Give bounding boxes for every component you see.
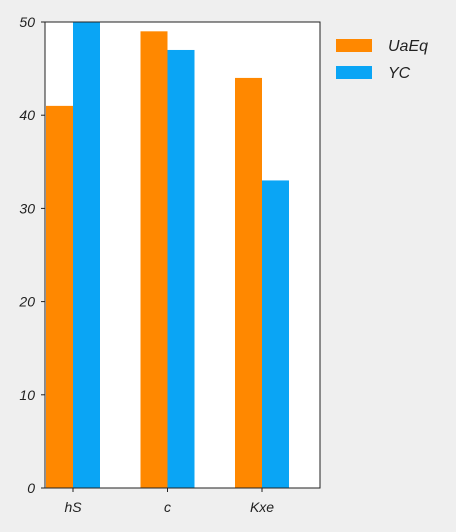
- x-tick-label: c: [164, 499, 171, 515]
- legend-label-YC: YC: [388, 65, 411, 82]
- y-tick-label: 0: [27, 480, 35, 496]
- x-axis-ticks: hS c Kxe: [64, 488, 274, 515]
- bar-YC-Kxe: [262, 180, 289, 488]
- legend-label-UaEq: UaEq: [388, 38, 428, 55]
- y-tick-label: 40: [19, 107, 35, 123]
- y-tick-label: 50: [19, 14, 35, 30]
- x-tick-label: Kxe: [250, 499, 274, 515]
- bar-UaEq-c: [140, 31, 168, 488]
- plot-frame: [44, 21, 321, 489]
- y-tick-label: 10: [19, 387, 35, 403]
- bar-YC-hS: [73, 22, 100, 488]
- bar-UaEq-hS: [46, 105, 73, 488]
- x-tick-label: hS: [64, 499, 82, 515]
- legend-swatch-UaEq: [336, 39, 372, 52]
- bar-UaEq-Kxe: [235, 77, 262, 489]
- y-axis-ticks: 0 10 20 30 40 50: [18, 14, 45, 496]
- bar-YC-c: [167, 49, 195, 489]
- bars-group: [46, 22, 289, 489]
- legend-swatch-YC: [336, 66, 372, 79]
- legend: UaEq YC: [336, 38, 428, 82]
- y-tick-label: 30: [19, 200, 35, 216]
- y-tick-label: 20: [18, 294, 35, 310]
